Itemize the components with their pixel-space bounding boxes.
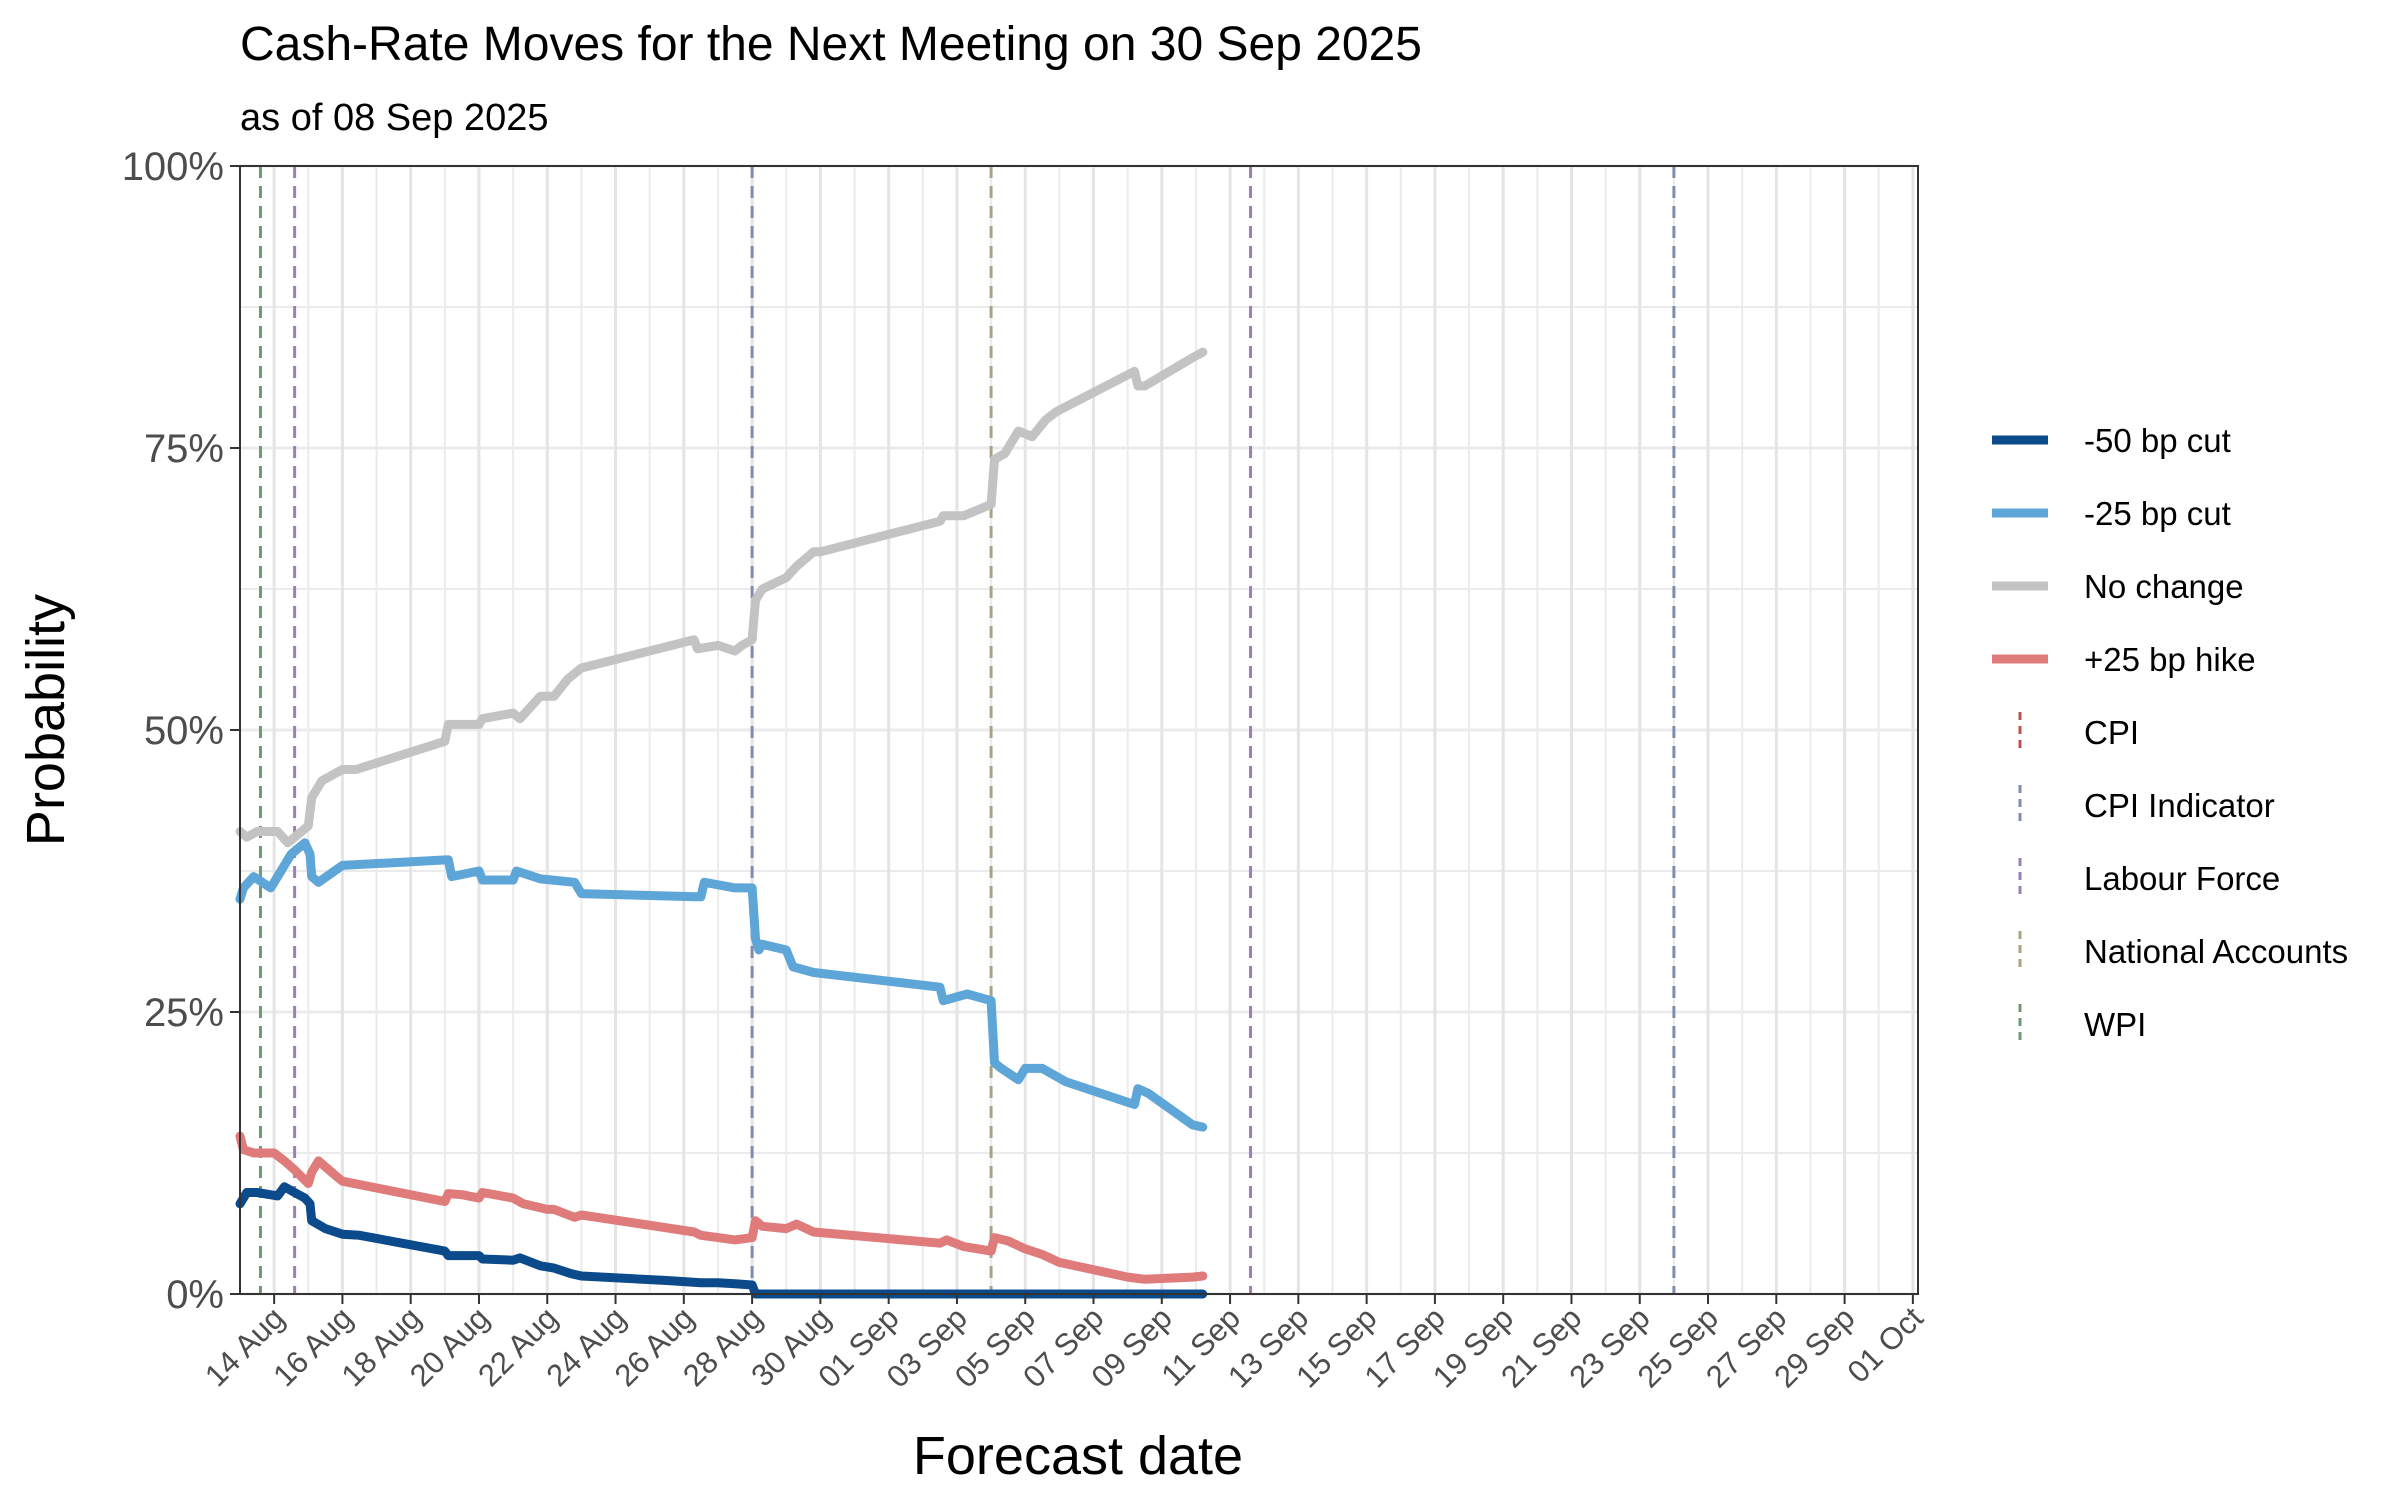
legend: -50 bp cut -25 bp cut No change +25 bp hike… bbox=[1992, 422, 2348, 1044]
legend-label: CPI bbox=[2084, 714, 2139, 751]
chart-title: Cash-Rate Moves for the Next Meeting on … bbox=[240, 18, 1422, 71]
chart-subtitle: as of 08 Sep 2025 bbox=[240, 97, 548, 139]
y-tick-label: 100% bbox=[122, 145, 224, 189]
y-tick-label: 0% bbox=[166, 1273, 224, 1317]
legend-label: No change bbox=[2084, 568, 2244, 605]
series-line bbox=[235, 347, 1208, 848]
legend-label: -50 bp cut bbox=[2084, 422, 2231, 459]
legend-label: -25 bp cut bbox=[2084, 495, 2231, 532]
series-line bbox=[235, 838, 1208, 1132]
legend-label: WPI bbox=[2084, 1006, 2146, 1043]
x-tick-label: 01 Oct bbox=[1841, 1300, 1931, 1390]
y-tick-label: 75% bbox=[144, 427, 224, 471]
x-axis-title: Forecast date bbox=[913, 1426, 1243, 1486]
event-lines bbox=[258, 166, 1676, 1294]
legend-label: +25 bp hike bbox=[2084, 641, 2256, 678]
y-axis-title: Probability bbox=[16, 594, 76, 846]
y-tick-label: 25% bbox=[144, 991, 224, 1035]
legend-label: CPI Indicator bbox=[2084, 787, 2275, 824]
legend-label: Labour Force bbox=[2084, 860, 2280, 897]
series-line bbox=[235, 1131, 1208, 1284]
grid bbox=[239, 164, 1918, 1296]
y-tick-label: 50% bbox=[144, 709, 224, 753]
series-lines bbox=[235, 347, 1208, 1299]
legend-label: National Accounts bbox=[2084, 933, 2348, 970]
y-axis: 0% 25% 50% 75% 100% bbox=[122, 145, 240, 1317]
series-line bbox=[235, 1182, 1208, 1299]
